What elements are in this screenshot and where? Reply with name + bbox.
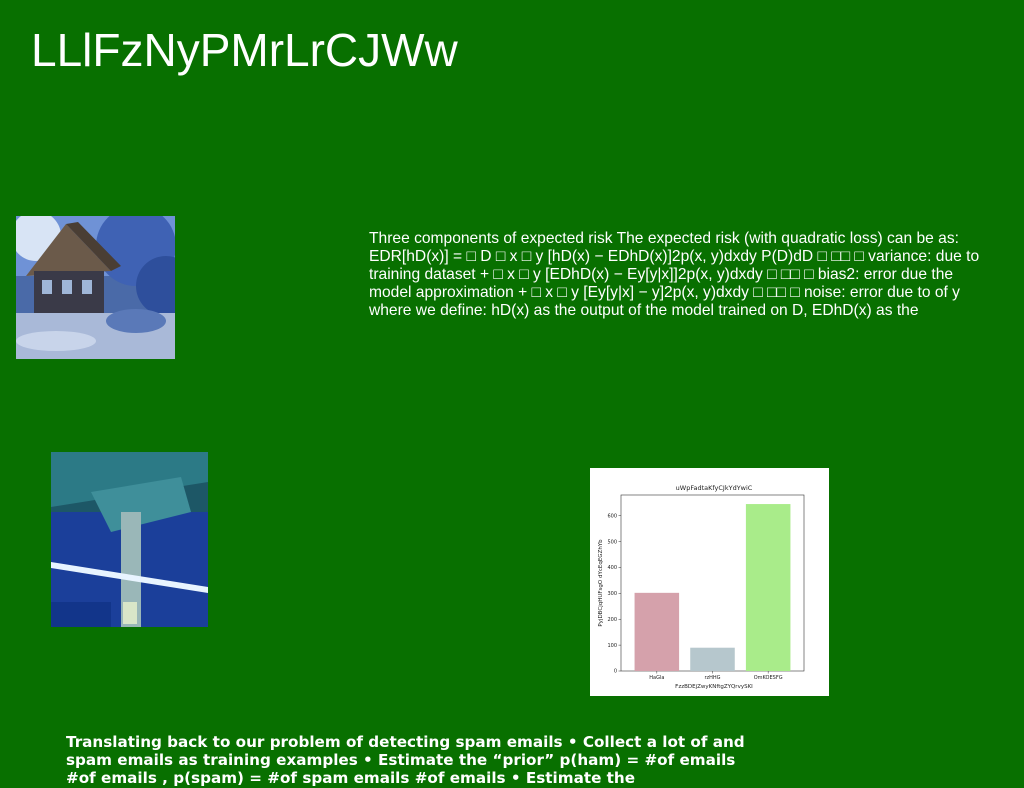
chart-y-axis-label: PyjDBCjqHUFsgO dYcEqEGZhYb — [598, 539, 604, 627]
bar-chart: uWpFadtaKfyCJkYdYwiC 0 100 200 300 400 500 600… — [590, 468, 829, 696]
expected-risk-paragraph: Three components of expected risk The ex… — [369, 230, 980, 319]
bar — [745, 504, 791, 671]
garage-photo — [51, 452, 208, 627]
bar — [690, 647, 735, 671]
y-tick-label: 600 — [607, 513, 617, 519]
x-tick-label: HaGla — [649, 675, 664, 681]
x-tick-label: rzHHG — [704, 675, 720, 681]
page-title: LLlFzNyPMrLrCJWw — [31, 24, 458, 76]
chart-title: uWpFadtaKfyCJkYdYwiC — [676, 484, 753, 492]
spam-detection-paragraph: Translating back to our problem of detec… — [66, 733, 745, 787]
house-photo — [16, 216, 175, 359]
y-tick-label: 300 — [607, 591, 617, 597]
chart-plot-area: 0 100 200 300 400 500 600 HaGla rzHHG OmKOESFG — [607, 494, 805, 681]
bar — [634, 592, 680, 671]
y-tick-label: 200 — [607, 617, 617, 623]
y-tick-label: 500 — [607, 539, 617, 545]
x-tick-label: OmKOESFG — [754, 675, 783, 681]
y-tick-label: 100 — [607, 643, 617, 649]
y-tick-label: 400 — [607, 565, 617, 571]
y-tick-label: 0 — [614, 669, 617, 675]
chart-x-axis-label: FzzBDEjZwyKNftgZYQrvySKI — [675, 684, 753, 690]
